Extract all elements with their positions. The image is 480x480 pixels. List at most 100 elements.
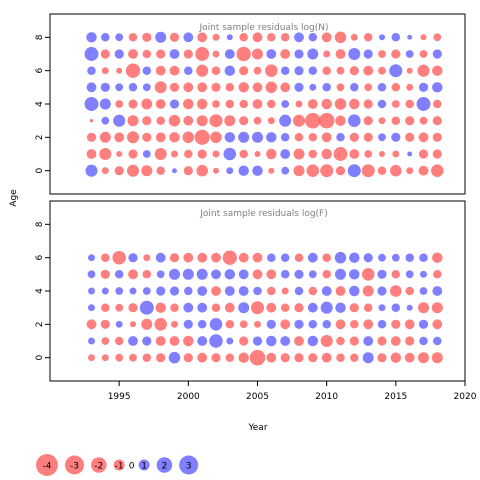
residual-point (169, 99, 180, 109)
residual-point (336, 353, 345, 362)
residual-point (281, 100, 290, 108)
residual-point (239, 149, 248, 159)
residual-point (236, 46, 251, 62)
residual-point (183, 319, 193, 329)
residual-point (183, 32, 194, 43)
residual-point (420, 34, 427, 41)
residual-point (224, 286, 235, 296)
residual-point (100, 269, 110, 279)
residual-point (212, 50, 220, 58)
residual-point (294, 49, 304, 59)
legend-label: 3 (186, 462, 192, 472)
residual-point (211, 269, 221, 280)
residual-point (362, 352, 374, 364)
residual-point (128, 253, 138, 263)
residual-point (321, 132, 332, 143)
residual-point (182, 268, 194, 280)
residual-point (419, 50, 428, 58)
residual-point (169, 268, 180, 280)
residual-point (128, 49, 138, 59)
residual-point (89, 118, 94, 123)
residual-point (377, 99, 387, 109)
residual-point (419, 253, 428, 262)
residual-point (280, 82, 291, 93)
residual-point (335, 268, 346, 280)
residual-point (377, 83, 387, 92)
residual-point (433, 336, 442, 346)
residual-point (349, 285, 360, 297)
residual-point (252, 165, 263, 176)
residual-point (405, 336, 415, 346)
residual-point (306, 164, 320, 177)
residual-point (197, 320, 207, 329)
residual-point (212, 150, 220, 158)
residual-point (363, 99, 373, 109)
residual-point (155, 336, 166, 346)
residual-point (183, 302, 194, 313)
residual-point (349, 98, 360, 110)
residual-point (238, 302, 250, 314)
residual-point (115, 100, 124, 108)
residual-point (335, 166, 346, 176)
residual-point (323, 50, 331, 58)
residual-point (114, 336, 124, 346)
residual-point (225, 320, 235, 329)
residual-point (378, 253, 386, 262)
residual-point (321, 148, 332, 160)
residual-point (254, 150, 261, 158)
residual-point (115, 320, 123, 328)
legend-label: 2 (162, 462, 168, 472)
residual-point (196, 268, 208, 280)
residual-point (182, 131, 195, 144)
residual-point (156, 116, 165, 125)
residual-point (224, 49, 235, 59)
residual-point (307, 335, 319, 347)
residual-point (433, 33, 442, 42)
residual-point (391, 116, 401, 125)
residual-point (86, 32, 97, 43)
residual-point (253, 116, 262, 125)
residual-point (155, 132, 166, 143)
residual-point (348, 47, 361, 61)
y-tick-label: 0 (35, 355, 45, 361)
residual-point (363, 116, 373, 126)
residual-point (101, 354, 109, 362)
residual-point (156, 353, 166, 363)
residual-point (183, 82, 194, 93)
residual-point (142, 150, 151, 158)
residual-point (432, 149, 442, 159)
residual-point (116, 150, 123, 158)
residual-point (254, 320, 261, 328)
residual-point (377, 353, 387, 363)
x-tick-label: 2000 (177, 392, 200, 402)
residual-point (224, 65, 236, 76)
residual-point (266, 352, 277, 363)
residual-point (321, 286, 332, 296)
residual-point (127, 115, 139, 127)
residual-point (184, 149, 193, 159)
residual-point (336, 133, 345, 142)
residual-point (350, 353, 359, 362)
residual-point (404, 319, 415, 330)
residual-point (197, 252, 208, 263)
residual-point (378, 304, 386, 312)
residual-point (114, 132, 125, 143)
residual-point (307, 302, 318, 313)
residual-point (114, 49, 124, 59)
residual-point (196, 164, 208, 177)
residual-point (377, 286, 387, 296)
residual-point (320, 164, 334, 178)
residual-point (363, 65, 374, 76)
residual-point (196, 115, 208, 127)
residual-point (420, 270, 427, 278)
residual-point (432, 319, 443, 330)
residual-point (407, 151, 413, 157)
residual-point (404, 352, 415, 363)
residual-point (100, 319, 110, 329)
residual-point (293, 148, 305, 160)
legend-circle (64, 455, 85, 475)
residual-point (142, 116, 152, 126)
residual-point (238, 252, 249, 263)
residual-point (280, 133, 290, 142)
residual-point (142, 132, 152, 142)
